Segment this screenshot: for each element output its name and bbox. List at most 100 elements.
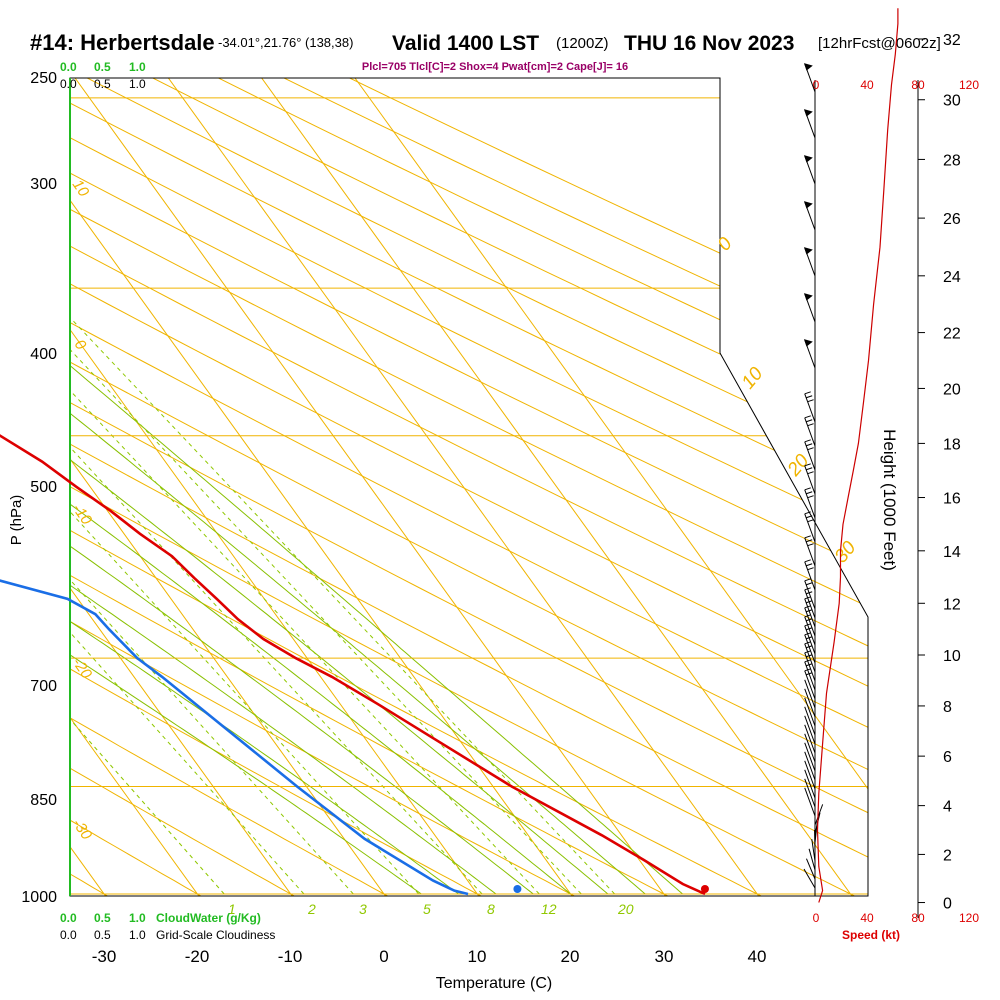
dry-adiabat-line (0, 0, 65, 926)
wind-barb-shaft (804, 589, 816, 619)
temperature-line (0, 434, 706, 896)
wind-speed-tick: 120 (959, 911, 979, 925)
surface-dewpoint-marker (513, 885, 522, 893)
wind-barb-shaft (804, 625, 816, 655)
wind-barb-pennant (803, 247, 813, 255)
height-tick-label: 2 (943, 847, 952, 864)
cloud-water-tick: 0.0 (60, 60, 77, 74)
dry-adiabat-line (70, 78, 868, 896)
isotherm-label: -30 (69, 816, 96, 844)
dry-adiabat-line (70, 78, 728, 896)
dry-adiabat-line (70, 78, 868, 896)
dry-adiabat-line (70, 78, 868, 896)
wind-barb-shaft (804, 616, 816, 646)
wind-speed-tick: 0 (813, 911, 820, 925)
wind-barb-feather (804, 463, 811, 467)
wind-barb-feather (807, 423, 814, 427)
isotherm-line (70, 78, 315, 896)
wind-barb-shaft (804, 760, 816, 790)
wind-barb-shaft (804, 598, 816, 628)
pressure-tick-label: 300 (30, 176, 57, 193)
temperature-tick-label: 0 (379, 947, 388, 966)
dry-adiabat-line (70, 78, 868, 896)
wind-barb-shaft (804, 643, 816, 673)
height-tick-label: 30 (943, 93, 961, 110)
mixing-ratio-label: 2 (307, 901, 316, 917)
dry-adiabat-line (70, 78, 538, 896)
moist-adiabat-line (70, 78, 534, 895)
mixing-ratio-label: 20 (617, 901, 634, 917)
pressure-tick-label: 500 (30, 479, 57, 496)
moist-adiabat-line (70, 78, 609, 895)
cloudiness-tick: 0.0 (60, 928, 77, 942)
wind-barb (811, 839, 816, 862)
wind-barb (804, 715, 816, 745)
wind-barb-feather (804, 578, 811, 582)
y-axis-label: P (hPa) (8, 495, 25, 546)
mixing-ratio-label: 3 (359, 901, 367, 917)
wind-barb-shaft (806, 858, 816, 880)
temperature-tick-label: 10 (468, 947, 487, 966)
isobar-lines (70, 97, 868, 895)
wind-barb-shaft (804, 537, 816, 567)
cloud-scale-top: 0.0 0.5 1.0 (60, 60, 146, 74)
wind-barb-shaft (803, 868, 816, 889)
pressure-tick-label: 1000 (21, 889, 57, 906)
pressure-tick-label: 850 (30, 792, 57, 809)
wind-barb (803, 201, 816, 231)
moist-adiabat-line (70, 78, 646, 895)
wind-barb-shaft (804, 670, 816, 700)
mixing-ratio-labels: 1 2 3 5 8 12 20 (228, 901, 634, 917)
dry-adiabat-line (70, 78, 868, 896)
station-title: #14: Herbertsdale (30, 30, 215, 55)
cloudiness-tick: 0.0 (60, 77, 77, 91)
height-tick-label: 6 (943, 749, 952, 766)
mixing-ratio-label: 8 (487, 901, 495, 917)
dry-adiabat-line (70, 78, 868, 896)
wind-barb-feather (804, 487, 811, 491)
wind-barb (804, 439, 816, 471)
dry-adiabat-line (70, 78, 633, 896)
mixing-ratio-line (70, 287, 540, 895)
wind-speed-tick: 40 (860, 78, 874, 92)
isotherm-line (70, 78, 781, 896)
dry-adiabat-line (70, 78, 868, 896)
wind-barb-shaft (804, 697, 816, 727)
wind-barb-shaft (804, 751, 816, 781)
wind-barb (803, 247, 816, 277)
wind-barb-pennant (803, 339, 813, 347)
dry-adiabat-line (70, 78, 868, 896)
wind-barb-shaft (804, 513, 816, 543)
wind-barb-shaft (814, 804, 824, 826)
wind-barb-feather (804, 535, 811, 539)
isotherm-line (70, 78, 128, 896)
wind-barb (804, 742, 816, 772)
height-tick-label: 0 (943, 896, 952, 913)
wind-barb (804, 679, 816, 709)
wind-barb-shaft (804, 561, 816, 591)
wind-barb (804, 724, 816, 754)
height-tick-label: 26 (943, 211, 961, 228)
wind-speed-scale-top: 0 40 80 120 (813, 78, 980, 92)
pressure-tick-label: 250 (30, 70, 57, 87)
isotherm-line (220, 78, 868, 896)
wind-barb-pennant (803, 293, 813, 301)
wind-barb (808, 848, 816, 871)
wind-barb-feather (807, 519, 814, 523)
wind-barb-feather (804, 415, 811, 419)
cloudiness-tick: 0.5 (94, 77, 111, 91)
dry-adiabat-line (70, 78, 868, 896)
wind-barb-shaft (804, 742, 816, 772)
wind-barb (804, 697, 816, 727)
wind-barb-feather (806, 419, 813, 423)
wind-speed-profile-line (816, 8, 899, 903)
pressure-labels: 250 300 400 500 700 850 1000 (21, 70, 57, 906)
sounding-indices: Plcl=705 Tlcl[C]=2 Shox=4 Pwat[cm]=2 Cap… (362, 61, 628, 73)
wind-barb-feather (806, 563, 813, 567)
temperature-tick-labels: -30 -20 -10 0 10 20 30 40 (92, 947, 767, 966)
isotherm-line (70, 78, 595, 896)
wind-barb (803, 339, 816, 369)
wind-barb-shaft (804, 393, 816, 423)
wind-speed-tick: 40 (860, 911, 874, 925)
